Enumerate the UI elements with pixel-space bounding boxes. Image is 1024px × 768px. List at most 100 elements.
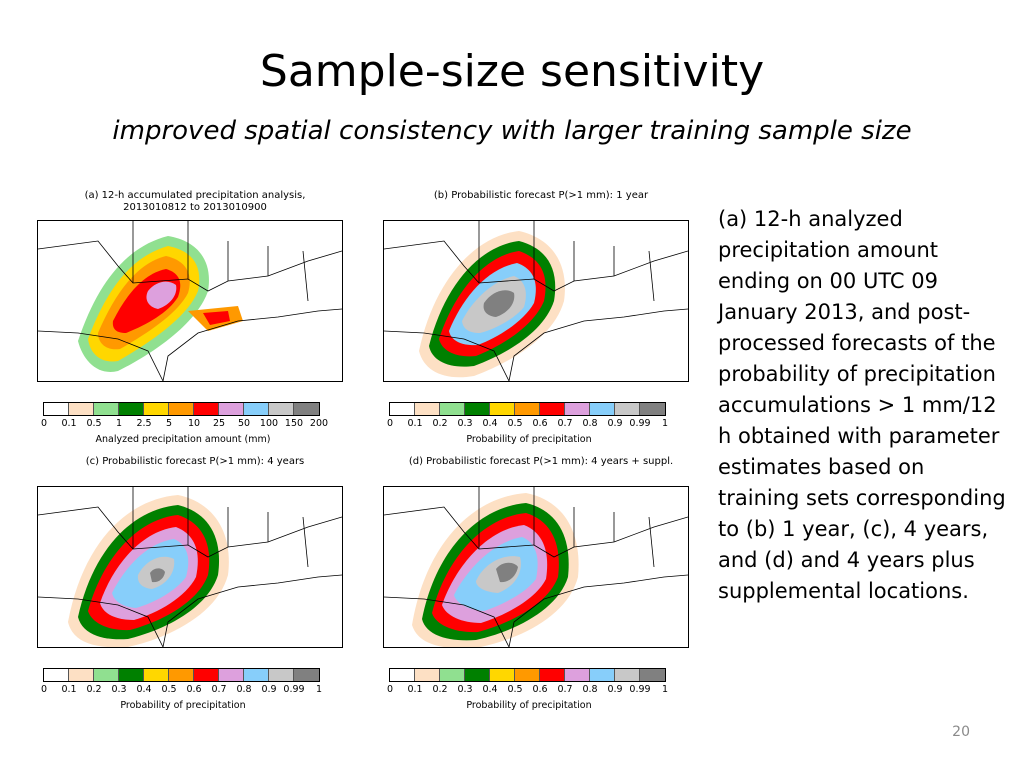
colorbar-swatch: [440, 403, 465, 415]
colorbar-tick-label: 0.6: [186, 684, 202, 695]
panel-a-title-line2: 2013010812 to 2013010900: [123, 202, 267, 213]
panel-a-colorbar-ticks: 0 0.1 0.5 1 2.5 5 10 25 50 100 150 200: [41, 418, 328, 430]
panel-d-colorbar: [389, 668, 666, 682]
colorbar-swatch: [615, 403, 640, 415]
colorbar-swatch: [390, 669, 415, 681]
colorbar-tick-label: 0.1: [407, 418, 423, 429]
colorbar-tick-label: 0.9: [607, 684, 623, 695]
colorbar-swatch: [144, 669, 169, 681]
panel-a-colorbar: [43, 402, 320, 416]
colorbar-swatch: [415, 403, 440, 415]
colorbar-tick-label: 0.1: [407, 684, 423, 695]
panel-a-colorbar-label: Analyzed precipitation amount (mm): [95, 434, 271, 445]
colorbar-tick-label: 0.5: [507, 418, 523, 429]
colorbar-tick-label: 2.5: [136, 418, 152, 429]
colorbar-tick-label: 0.4: [136, 684, 152, 695]
colorbar-swatch: [169, 669, 194, 681]
colorbar-swatch: [244, 403, 269, 415]
colorbar-tick-label: 0.8: [582, 684, 598, 695]
colorbar-tick-label: 0.1: [61, 684, 77, 695]
colorbar-swatch: [94, 403, 119, 415]
panel-c-colorbar-label: Probability of precipitation: [120, 700, 246, 711]
colorbar-swatch: [590, 669, 615, 681]
panel-c-colorbar: [43, 668, 320, 682]
colorbar-swatch: [540, 669, 565, 681]
colorbar-tick-label: 0.3: [111, 684, 127, 695]
colorbar-tick-label: 5: [165, 418, 173, 429]
panel-b-colorbar-ticks: 0 0.1 0.2 0.3 0.4 0.5 0.6 0.7 0.8 0.9 0.99 1: [386, 418, 669, 430]
colorbar-swatch: [169, 403, 194, 415]
colorbar-swatch: [615, 669, 640, 681]
colorbar-tick-label: 0.8: [236, 684, 252, 695]
panel-b-colorbar-label: Probability of precipitation: [466, 434, 592, 445]
colorbar-swatch: [219, 403, 244, 415]
colorbar-tick-label: 0: [386, 684, 394, 695]
colorbar-tick-label: 0: [386, 418, 394, 429]
panel-b-colorbar: [389, 402, 666, 416]
colorbar-tick-label: 1: [661, 684, 669, 695]
colorbar-tick-label: 0.9: [607, 418, 623, 429]
colorbar-swatch: [269, 669, 294, 681]
colorbar-tick-label: 0.2: [432, 418, 448, 429]
colorbar-swatch: [69, 403, 94, 415]
colorbar-tick-label: 1: [315, 684, 323, 695]
figure-description: (a) 12-h analyzed precipitation amount e…: [718, 207, 1006, 603]
colorbar-tick-label: 0.5: [507, 684, 523, 695]
panel-d-colorbar-ticks: 0 0.1 0.2 0.3 0.4 0.5 0.6 0.7 0.8 0.9 0.99 1: [386, 684, 669, 696]
colorbar-swatch: [194, 669, 219, 681]
colorbar-tick-label: 10: [187, 418, 201, 429]
panel-c-map: [37, 486, 343, 648]
colorbar-tick-label: 0.99: [283, 684, 305, 695]
slide-title: Sample-size sensitivity: [259, 46, 765, 97]
slide-subtitle: improved spatial consistency with larger…: [112, 116, 912, 146]
colorbar-swatch: [294, 669, 319, 681]
colorbar-swatch: [219, 669, 244, 681]
colorbar-tick-label: 200: [309, 418, 329, 429]
colorbar-tick-label: 0.5: [86, 418, 102, 429]
colorbar-swatch: [244, 669, 269, 681]
colorbar-swatch: [640, 403, 665, 415]
colorbar-swatch: [465, 669, 490, 681]
panel-a: (a) 12-h accumulated precipitation analy…: [30, 190, 360, 460]
colorbar-tick-label: 50: [237, 418, 251, 429]
colorbar-tick-label: 0: [40, 684, 48, 695]
colorbar-swatch: [565, 669, 590, 681]
colorbar-swatch: [194, 403, 219, 415]
colorbar-tick-label: 0.5: [161, 684, 177, 695]
colorbar-swatch: [515, 403, 540, 415]
colorbar-swatch: [44, 403, 69, 415]
panel-b-title: (b) Probabilistic forecast P(>1 mm): 1 y…: [433, 190, 649, 201]
panel-b-map: [383, 220, 689, 382]
panel-c: (c) Probabilistic forecast P(>1 mm): 4 y…: [30, 456, 360, 726]
colorbar-tick-label: 25: [212, 418, 226, 429]
colorbar-tick-label: 0.6: [532, 684, 548, 695]
colorbar-swatch: [144, 403, 169, 415]
panel-d-map: [383, 486, 689, 648]
slide-number: 20: [952, 724, 970, 740]
colorbar-tick-label: 100: [259, 418, 279, 429]
colorbar-swatch: [94, 669, 119, 681]
colorbar-swatch: [490, 669, 515, 681]
colorbar-tick-label: 0.7: [211, 684, 227, 695]
panel-c-title: (c) Probabilistic forecast P(>1 mm): 4 y…: [85, 456, 305, 467]
colorbar-tick-label: 0.99: [629, 684, 651, 695]
colorbar-swatch: [44, 669, 69, 681]
colorbar-swatch: [465, 403, 490, 415]
colorbar-tick-label: 0.2: [86, 684, 102, 695]
colorbar-tick-label: 0.1: [61, 418, 77, 429]
colorbar-swatch: [119, 403, 144, 415]
colorbar-tick-label: 0.2: [432, 684, 448, 695]
colorbar-swatch: [490, 403, 515, 415]
colorbar-tick-label: 0.8: [582, 418, 598, 429]
colorbar-swatch: [294, 403, 319, 415]
panel-d-colorbar-label: Probability of precipitation: [466, 700, 592, 711]
colorbar-tick-label: 0.6: [532, 418, 548, 429]
colorbar-tick-label: 150: [284, 418, 304, 429]
colorbar-tick-label: 0.3: [457, 684, 473, 695]
colorbar-swatch: [69, 669, 94, 681]
colorbar-swatch: [515, 669, 540, 681]
colorbar-swatch: [590, 403, 615, 415]
colorbar-tick-label: 0.99: [629, 418, 651, 429]
colorbar-swatch: [415, 669, 440, 681]
colorbar-tick-label: 0.3: [457, 418, 473, 429]
